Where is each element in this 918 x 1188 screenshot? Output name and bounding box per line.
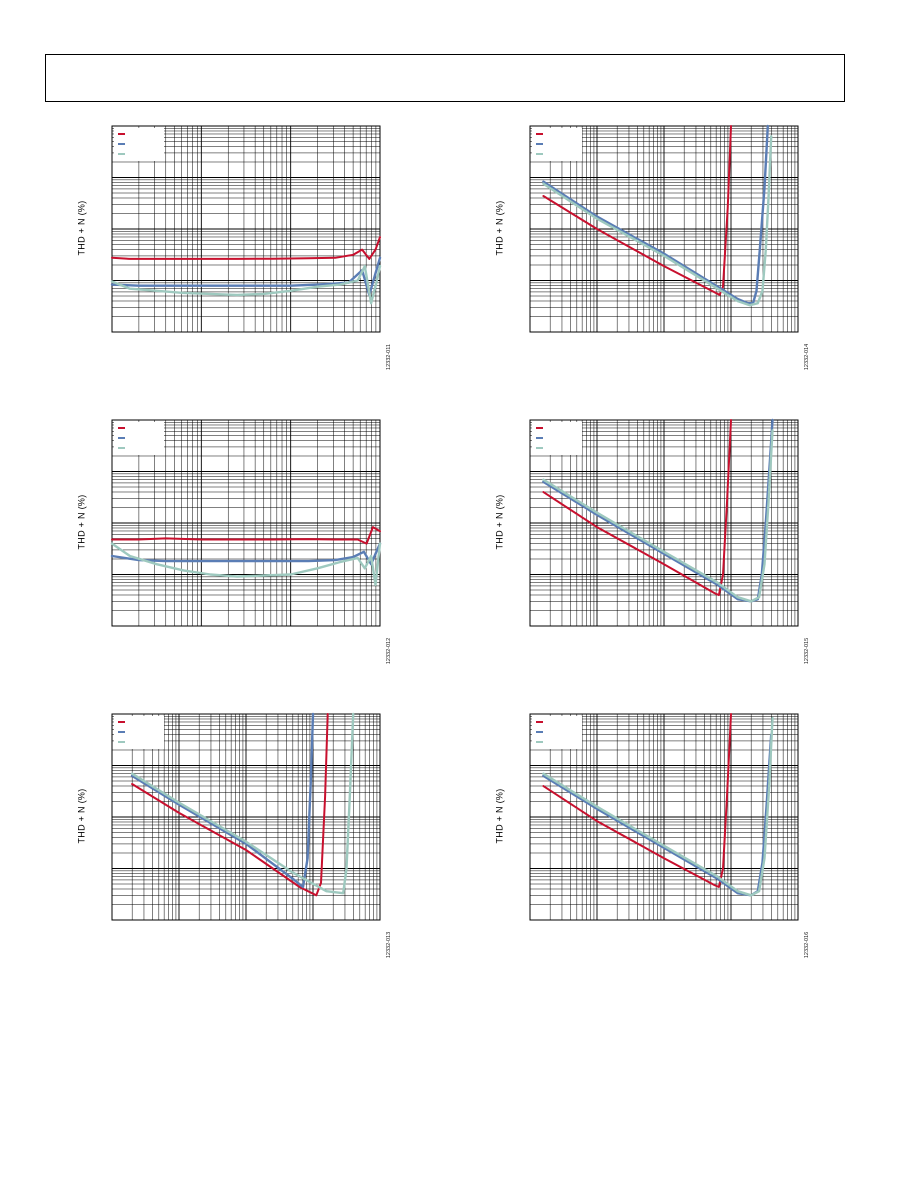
series-line-red	[542, 713, 732, 888]
legend	[114, 716, 164, 749]
series-line-red	[111, 236, 381, 260]
y-axis-label: THD + N (%)	[494, 788, 505, 844]
plot-frame	[529, 713, 799, 921]
legend	[532, 716, 582, 749]
legend	[532, 422, 582, 455]
series-line-red	[542, 125, 732, 296]
chart-plot	[110, 125, 382, 333]
series-line-green	[110, 542, 382, 587]
y-axis-label: THD + N (%)	[76, 200, 87, 256]
page-header-box	[45, 54, 845, 102]
grid	[529, 714, 798, 921]
chart-panel-3: THD + N (%) 12332-012	[70, 412, 400, 672]
series-line-red	[111, 526, 381, 545]
series-line-red	[131, 713, 329, 897]
series-line-green	[542, 429, 774, 603]
chart-panel-5: THD + N (%) 12332-013	[70, 706, 400, 966]
figure-id: 12332-015	[804, 637, 811, 665]
y-axis-label: THD + N (%)	[494, 200, 505, 256]
figure-id: 12332-016	[804, 931, 811, 959]
series-line-red	[542, 419, 732, 597]
chart-panel-6: THD + N (%) 12332-016	[488, 706, 818, 966]
series-line-blue	[542, 124, 770, 305]
y-axis-label: THD + N (%)	[494, 494, 505, 550]
plot-frame	[111, 419, 381, 627]
plot-frame	[111, 125, 381, 333]
chart-plot	[110, 419, 382, 627]
series-line-green	[542, 135, 773, 307]
series-line-blue	[130, 712, 315, 889]
plot-frame	[529, 419, 799, 627]
chart-panel-4: THD + N (%) 12332-015	[488, 412, 818, 672]
plot-frame	[529, 125, 799, 333]
series-line-green	[542, 716, 774, 897]
figure-id: 12332-012	[386, 637, 393, 665]
legend	[114, 128, 164, 161]
plot-frame	[111, 713, 381, 921]
legend	[532, 128, 582, 161]
series-line-blue	[110, 542, 382, 566]
chart-plot	[529, 124, 799, 333]
chart-plot	[529, 418, 799, 627]
y-axis-label: THD + N (%)	[76, 788, 87, 844]
chart-panel-1: THD + N (%) 12332-011	[70, 118, 400, 378]
series-line-green	[130, 712, 355, 895]
chart-plot	[529, 713, 799, 921]
figure-id: 12332-011	[385, 344, 392, 370]
chart-panel-2: THD + N (%) 12332-014	[488, 118, 818, 378]
figure-id: 12332-013	[386, 931, 393, 959]
chart-plot	[111, 712, 381, 921]
series-line-green	[110, 264, 382, 305]
legend	[114, 422, 164, 455]
figure-id: 12332-014	[804, 343, 811, 371]
y-axis-label: THD + N (%)	[76, 494, 87, 550]
